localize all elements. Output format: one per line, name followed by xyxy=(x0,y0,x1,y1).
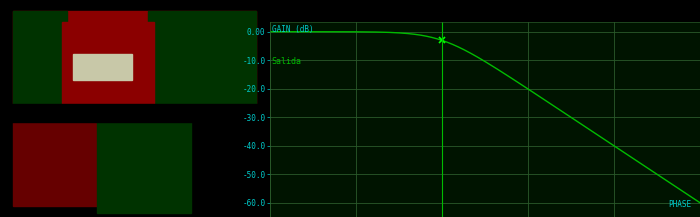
Text: Salida: Salida xyxy=(272,57,302,66)
Bar xyxy=(0,104,270,122)
Bar xyxy=(13,119,102,206)
Text: PHASE: PHASE xyxy=(668,200,692,209)
Bar xyxy=(13,11,256,119)
Bar xyxy=(62,22,153,104)
Bar xyxy=(97,119,191,213)
Bar xyxy=(13,11,67,108)
Text: GAIN (dB): GAIN (dB) xyxy=(272,25,314,34)
Bar xyxy=(0,117,270,217)
Bar xyxy=(148,11,256,108)
Text: FREQUENCY  RESPONSE: FREQUENCY RESPONSE xyxy=(429,6,540,16)
Bar xyxy=(73,54,132,80)
